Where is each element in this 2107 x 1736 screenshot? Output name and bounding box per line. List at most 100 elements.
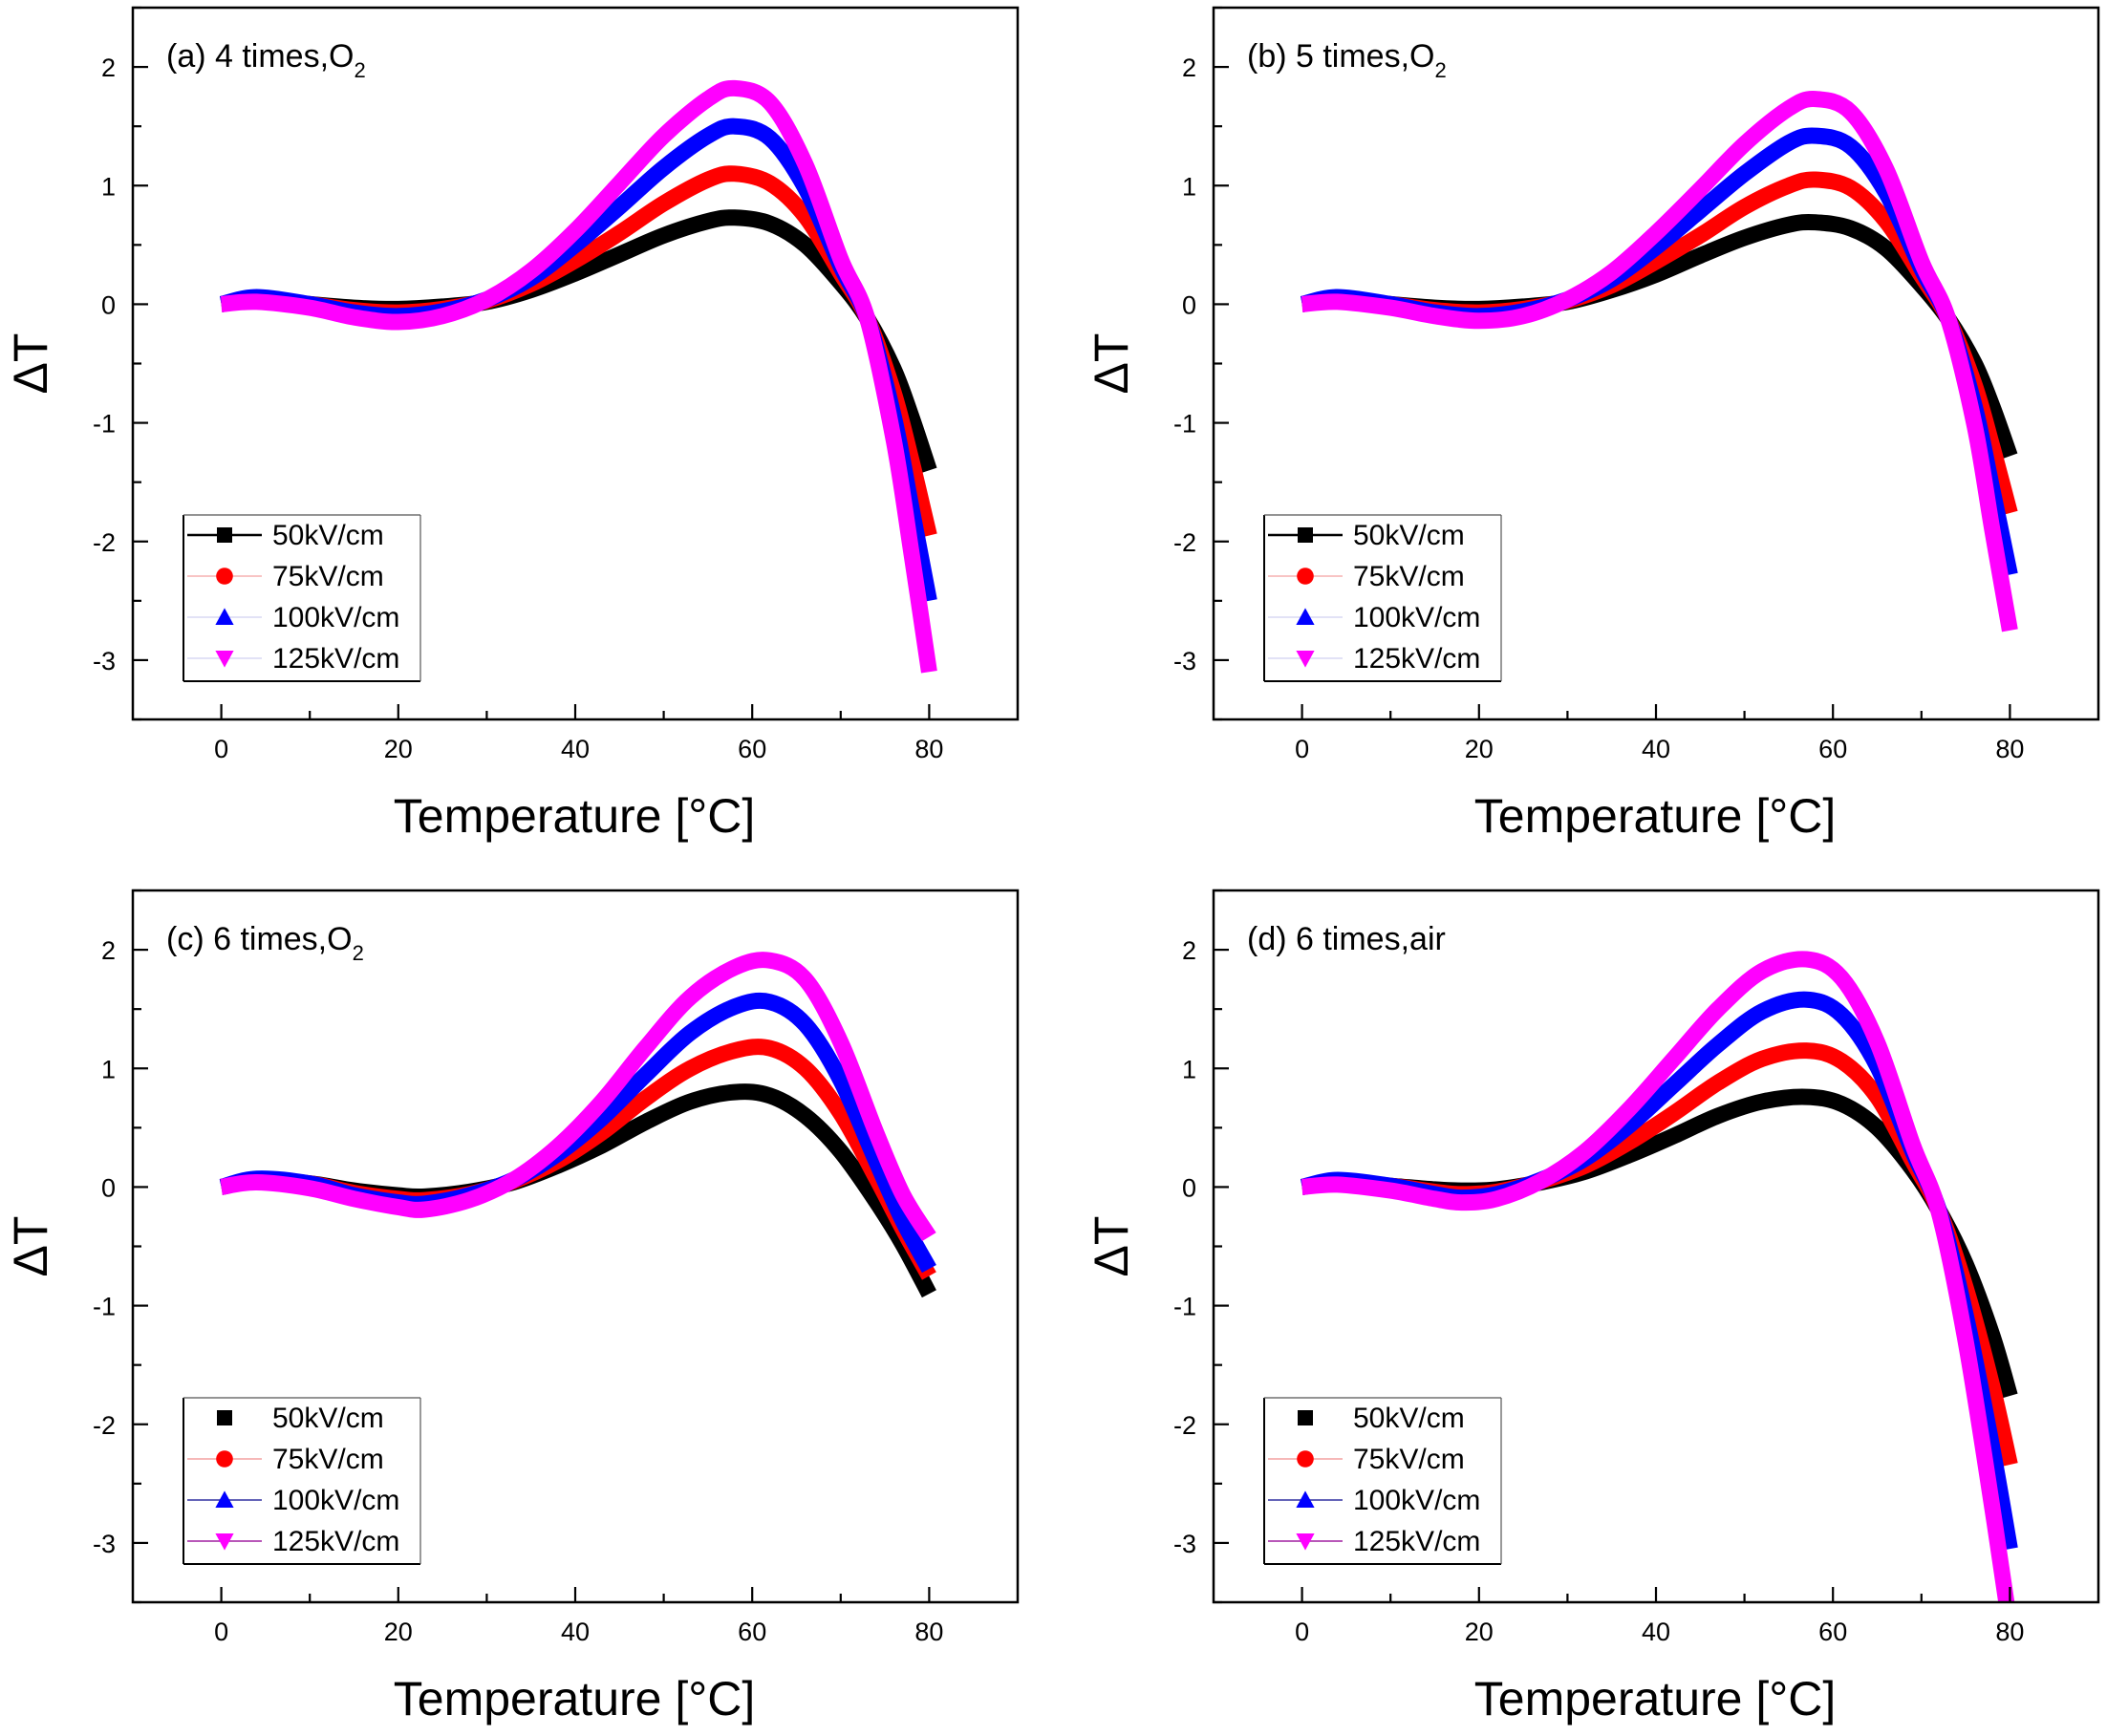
legend-label: 125kV/cm bbox=[1353, 643, 1480, 675]
legend-marker-circle bbox=[1297, 1450, 1314, 1468]
y-tick-label: 1 bbox=[1182, 172, 1196, 201]
x-tick-label: 60 bbox=[738, 735, 766, 763]
chart-panel-d: 0 20 40 60 80 2 1 0 -1 -2 -3 Temperature [°C] ΔT (d) … bbox=[1085, 889, 2100, 1725]
x-axis-label: Temperature [°C] bbox=[1474, 789, 1836, 843]
x-tick-label: 60 bbox=[738, 1618, 766, 1646]
legend: 50kV/cm 75kV/cm 100kV/cm 125kV/cm bbox=[183, 514, 421, 682]
y-tick-label: 2 bbox=[101, 54, 116, 82]
y-axis-label: ΔT bbox=[4, 333, 57, 395]
series-group bbox=[219, 952, 936, 1298]
y-tick-label: 0 bbox=[1182, 1173, 1196, 1202]
chart-panel-a: 0 20 40 60 80 2 1 0 -1 -2 -3 Temperature [°C] ΔT (a) … bbox=[4, 6, 1020, 843]
y-tick-label: -3 bbox=[93, 647, 116, 675]
series-line-125kV-cm bbox=[1301, 91, 2018, 632]
x-tick-label: 80 bbox=[1995, 735, 2024, 763]
panel-title: (a) 4 times,O2 bbox=[166, 38, 366, 82]
x-tick-label: 60 bbox=[1818, 735, 1847, 763]
legend-label: 125kV/cm bbox=[272, 643, 399, 675]
legend-label: 125kV/cm bbox=[1353, 1526, 1480, 1557]
legend-label: 75kV/cm bbox=[272, 1444, 384, 1475]
y-tick-label: 0 bbox=[1182, 290, 1196, 319]
legend-label: 100kV/cm bbox=[272, 602, 399, 633]
legend-marker-triangle-up bbox=[215, 608, 234, 625]
panel-title-text: (c) 6 times,O bbox=[166, 921, 353, 957]
x-tick-label: 20 bbox=[384, 1618, 413, 1646]
legend-marker-circle bbox=[216, 1450, 233, 1468]
x-tick-label: 0 bbox=[1295, 735, 1309, 763]
legend: 50kV/cm 75kV/cm 100kV/cm 125kV/cm bbox=[1263, 1397, 1502, 1565]
x-tick-label: 40 bbox=[561, 1618, 590, 1646]
series-line-125kV-cm bbox=[1301, 951, 2015, 1602]
chart-panel-b: 0 20 40 60 80 2 1 0 -1 -2 -3 Temperature [°C] ΔT (b) … bbox=[1085, 6, 2100, 843]
panel-title-text: (a) 4 times,O bbox=[166, 38, 354, 75]
x-tick-label: 0 bbox=[1295, 1618, 1309, 1646]
y-tick-label: -1 bbox=[1173, 1293, 1196, 1321]
y-axis-label: ΔT bbox=[4, 1216, 57, 1277]
x-tick-label: 80 bbox=[1995, 1618, 2024, 1646]
x-tick-label: 0 bbox=[214, 735, 228, 763]
y-tick-label: -2 bbox=[1173, 528, 1196, 557]
legend-marker-circle bbox=[1297, 568, 1314, 585]
legend-marker-square bbox=[1298, 1410, 1313, 1425]
y-tick-label: 2 bbox=[1182, 936, 1196, 965]
legend-marker-triangle-down bbox=[215, 651, 234, 668]
series-line-125kV-cm bbox=[220, 79, 937, 674]
legend-label: 125kV/cm bbox=[272, 1526, 399, 1557]
x-axis-label: Temperature [°C] bbox=[394, 1672, 755, 1725]
legend: 50kV/cm 75kV/cm 100kV/cm 125kV/cm bbox=[1263, 514, 1502, 682]
legend: 50kV/cm 75kV/cm 100kV/cm 125kV/cm bbox=[183, 1397, 421, 1565]
y-tick-label: -1 bbox=[93, 1293, 116, 1321]
series-group bbox=[1300, 951, 2018, 1602]
panel-title: (b) 5 times,O2 bbox=[1247, 38, 1447, 82]
series-group bbox=[1300, 91, 2018, 632]
legend-marker-square bbox=[217, 1410, 232, 1425]
x-tick-label: 80 bbox=[914, 735, 943, 763]
series-group bbox=[219, 79, 937, 674]
legend-marker-triangle-down bbox=[1296, 1533, 1315, 1551]
x-tick-label: 80 bbox=[914, 1618, 943, 1646]
x-axis-label: Temperature [°C] bbox=[1474, 1672, 1836, 1725]
x-tick-label: 0 bbox=[214, 1618, 228, 1646]
series-line-125kV-cm bbox=[220, 952, 936, 1242]
legend-marker-triangle-up bbox=[215, 1490, 234, 1508]
x-tick-label: 20 bbox=[1465, 735, 1494, 763]
legend-label: 75kV/cm bbox=[272, 561, 384, 592]
chart-panel-c: 0 20 40 60 80 2 1 0 -1 -2 -3 Temperature [°C] ΔT (c) … bbox=[4, 889, 1020, 1725]
x-tick-label: 40 bbox=[1642, 735, 1670, 763]
y-tick-label: -1 bbox=[1173, 410, 1196, 439]
y-axis-label: ΔT bbox=[1085, 1216, 1138, 1277]
legend-marker-square bbox=[217, 527, 232, 543]
legend-label: 100kV/cm bbox=[272, 1485, 399, 1516]
y-tick-label: 2 bbox=[101, 936, 116, 965]
legend-label: 50kV/cm bbox=[1353, 520, 1465, 551]
legend-marker-square bbox=[1298, 527, 1313, 543]
x-tick-label: 40 bbox=[1642, 1618, 1670, 1646]
legend-label: 100kV/cm bbox=[1353, 602, 1480, 633]
panel-title: (c) 6 times,O2 bbox=[166, 921, 364, 965]
x-tick-label: 40 bbox=[561, 735, 590, 763]
legend-marker-circle bbox=[216, 568, 233, 585]
y-tick-label: -3 bbox=[93, 1530, 116, 1558]
x-tick-label: 20 bbox=[1465, 1618, 1494, 1646]
legend-label: 50kV/cm bbox=[272, 1403, 384, 1434]
x-tick-label: 60 bbox=[1818, 1618, 1847, 1646]
legend-label: 50kV/cm bbox=[1353, 1403, 1465, 1434]
y-axis-label: ΔT bbox=[1085, 333, 1138, 395]
legend-marker-triangle-down bbox=[1296, 651, 1315, 668]
panel-title-text: (d) 6 times,air bbox=[1247, 921, 1446, 957]
y-tick-label: -3 bbox=[1173, 647, 1196, 675]
legend-marker-triangle-up bbox=[1296, 1490, 1315, 1508]
x-axis-label: Temperature [°C] bbox=[394, 789, 755, 843]
y-tick-label: -1 bbox=[93, 410, 116, 439]
y-tick-label: 0 bbox=[101, 1173, 116, 1202]
panel-title-subscript: 2 bbox=[353, 941, 364, 965]
legend-label: 100kV/cm bbox=[1353, 1485, 1480, 1516]
panel-title-subscript: 2 bbox=[1434, 58, 1446, 82]
y-tick-label: -2 bbox=[1173, 1411, 1196, 1440]
legend-marker-triangle-up bbox=[1296, 608, 1315, 625]
y-tick-label: -2 bbox=[93, 528, 116, 557]
legend-label: 75kV/cm bbox=[1353, 1444, 1465, 1475]
panel-title-subscript: 2 bbox=[354, 58, 365, 82]
y-tick-label: 1 bbox=[101, 1055, 116, 1083]
